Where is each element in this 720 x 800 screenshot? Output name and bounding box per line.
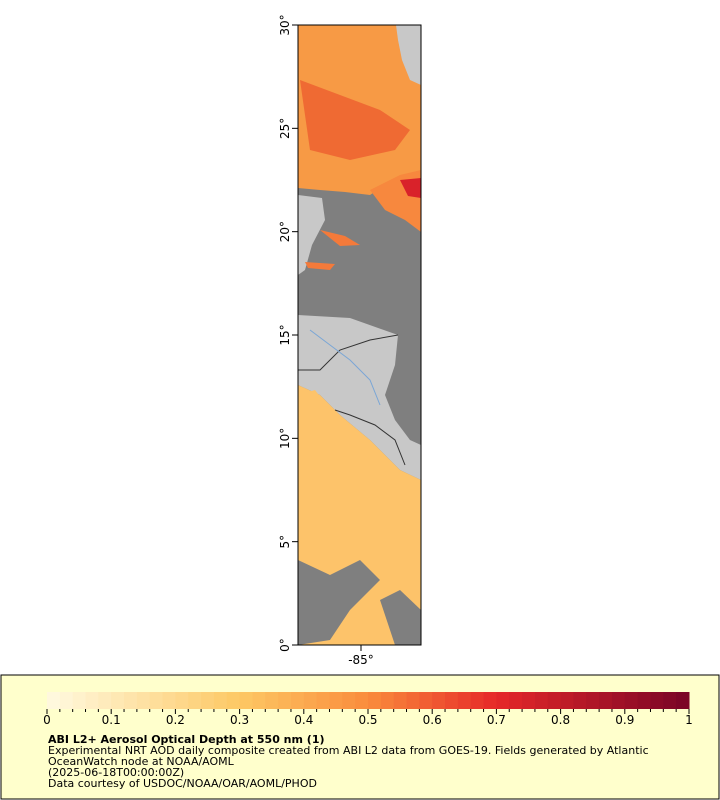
legend-line: OceanWatch node at NOAA/AOML [48,755,235,768]
colorbar-cell [611,692,626,709]
legend-line: (2025-06-18T00:00:00Z) [48,766,184,779]
colorbar-cell [586,692,600,709]
colorbar-cell [355,692,369,709]
lat-label: 0° [278,638,292,652]
colorbar-cell [342,692,356,709]
lat-label: 25° [278,118,292,139]
colorbar-cell [329,692,343,709]
colorbar-cell [650,692,664,709]
aod-streak [320,230,360,246]
colorbar-cell [136,692,151,709]
aod-high [400,178,421,198]
border [298,334,399,371]
lat-label: 10° [278,428,292,449]
colorbar-label: 0.7 [487,713,506,727]
colorbar-cell [637,692,651,709]
colorbar-cell [483,692,497,709]
lon-label: -85° [348,653,374,667]
colorbar-label: 0.6 [423,713,442,727]
land [396,25,421,85]
colorbar-label: 0.3 [230,713,249,727]
colorbar-cell [72,692,87,709]
land [298,315,421,480]
colorbar-cell [149,692,164,709]
colorbar-cell [432,692,446,709]
lat-label: 30° [278,14,292,35]
colorbar-cell [124,692,138,709]
border [334,409,406,466]
colorbar-cell [201,692,215,709]
aod-high [300,80,410,160]
colorbar-cell [252,692,266,709]
colorbar-cell [226,692,241,709]
colorbar-cell [509,692,523,709]
colorbar-cell [457,692,472,709]
colorbar-cell [188,692,202,709]
colorbar-cell [213,692,228,709]
colorbar-cell [316,692,330,709]
colorbar-cell [368,692,382,709]
gap [380,590,421,645]
colorbar-cell [624,692,639,709]
land [298,195,325,275]
colorbar-cell [406,692,420,709]
colorbar-cell [676,692,690,709]
legend-title: ABI L2+ Aerosol Optical Depth at 550 nm … [48,733,325,746]
colorbar-cell [496,692,510,709]
colorbar-label: 1 [685,713,693,727]
colorbar-cell [162,692,176,709]
colorbar-label: 0.2 [166,713,185,727]
colorbar-label: 0.1 [102,713,121,727]
colorbar-cell [599,692,613,709]
lat-label: 5° [278,535,292,549]
colorbar-label: 0.9 [615,713,634,727]
colorbar-cell [290,692,305,709]
colorbar-label: 0.5 [358,713,377,727]
colorbar-cell [419,692,433,709]
legend-line: Experimental NRT AOD daily composite cre… [48,744,649,757]
colorbar-cell [265,692,279,709]
gap [298,560,380,645]
colorbar-cell [547,692,562,709]
colorbar-cell [85,692,99,709]
colorbar: 0 0.1 0.2 0.3 0.4 0.5 0.6 0.7 0.8 0.9 1 [43,692,693,727]
colorbar-cell [393,692,408,709]
colorbar-cell [663,692,677,709]
legend-line: Data courtesy of USDOC/NOAA/OAR/AOML/PHO… [48,777,317,790]
lat-label: 15° [278,324,292,345]
colorbar-label: 0 [43,713,51,727]
map [297,24,422,646]
colorbar-cell [522,692,536,709]
colorbar-cell [175,692,189,709]
aod-south [298,390,330,430]
colorbar-cell [560,692,574,709]
colorbar-label: 0.4 [294,713,313,727]
colorbar-cell [534,692,549,709]
colorbar-cell [111,692,125,709]
colorbar-cell [47,692,61,709]
colorbar-cell [59,692,74,709]
colorbar-label: 0.8 [551,713,570,727]
colorbar-cell [239,692,253,709]
colorbar-cell [303,692,318,709]
river [309,329,381,406]
colorbar-cell [573,692,587,709]
colorbar-cell [445,692,459,709]
colorbar-cell [380,692,395,709]
colorbar-cell [98,692,112,709]
aod-streak [305,262,335,270]
colorbar-cell [278,692,292,709]
lat-label: 20° [278,221,292,242]
colorbar-cell [470,692,485,709]
